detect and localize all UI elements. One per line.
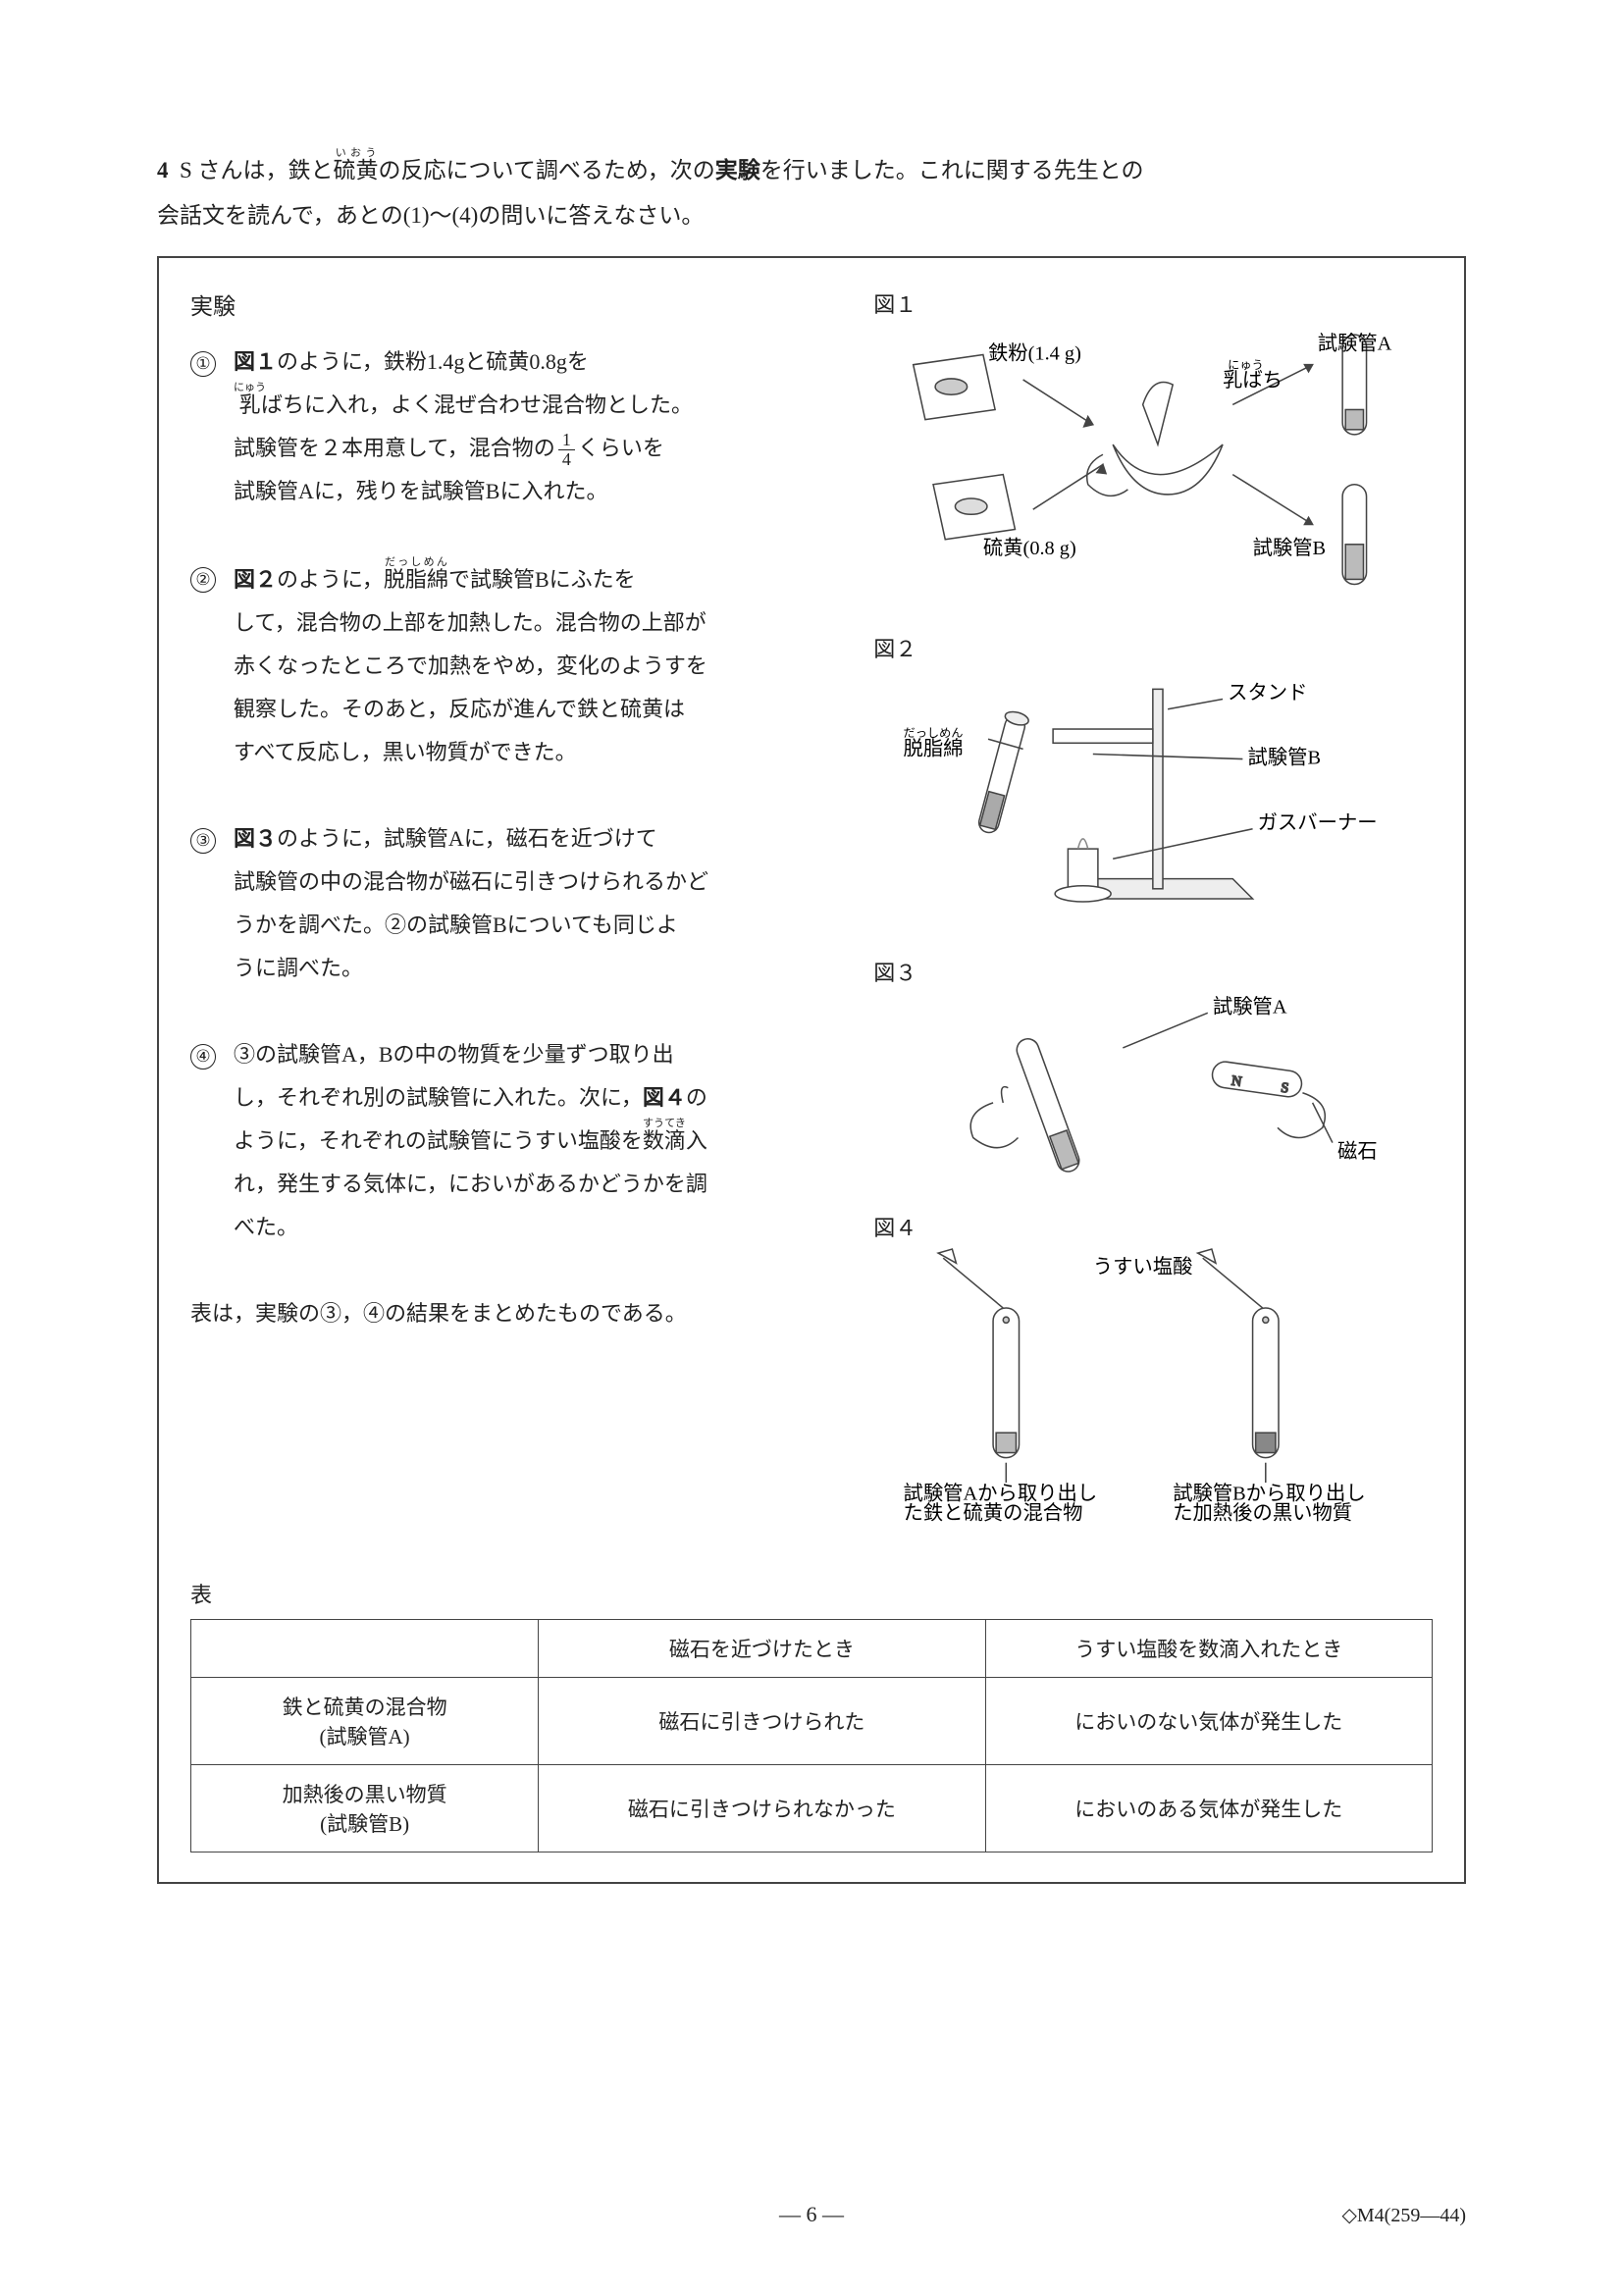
fig1-label: 図１ [873,287,1433,319]
figure-2: 図２ [873,632,1433,934]
step-3-body: 図３のように，試験管Aに，磁石を近づけて 試験管の中の混合物が磁石に引きつけられ… [230,817,856,990]
fig4-capB-l1: 試験管Bから取り出し [1173,1482,1366,1504]
fig4-capA-l1: 試験管Aから取り出し [904,1482,1098,1504]
figure-4: 図４ [873,1211,1433,1534]
fig4-svg: うすい塩酸 試験管Aから取り出し た鉄と硫黄の混合物 試験管Bから取り出し た加… [873,1248,1433,1528]
intro-line-2: 会話文を読んで，あとの(1)〜(4)の問いに答えなさい。 [157,203,704,228]
fig1-iron: 鉄粉(1.4 g) [988,342,1081,365]
problem-intro: 4 S さんは，鉄と硫黄いおうの反応について調べるため，次の実験を行いました。こ… [157,147,1466,238]
fig3-svg: N S 試験管A 磁石 [873,993,1433,1182]
fig4-label: 図４ [873,1211,1433,1242]
row1-c2: においのない気体が発生した [985,1678,1432,1765]
footer-code: ◇M4(259—44) [1342,2203,1466,2227]
table-header-magnet: 磁石を近づけたとき [539,1620,985,1678]
row2-c2: においのある気体が発生した [985,1765,1432,1852]
step-num-2: ② [190,567,216,593]
table-label: 表 [190,1578,1433,1609]
step-1-body: 図１のように，鉄粉1.4gと硫黄0.8gを 乳にゅうばちに入れ，よく混ぜ合わせ混… [230,340,856,513]
step-num-3: ③ [190,828,216,854]
step-2-body: 図２のように，脱脂綿だっしめんで試験管Bにふたを して，混合物の上部を加熱した。… [230,556,856,774]
figure-1: 図１ [873,287,1433,610]
fig4-hcl: うすい塩酸 [1093,1255,1193,1278]
step-num-1: ① [190,351,216,377]
figure-3: 図３ N S [873,956,1433,1188]
fig2-stand: スタンド [1228,681,1307,704]
step-1: ① 図１のように，鉄粉1.4gと硫黄0.8gを 乳にゅうばちに入れ，よく混ぜ合わ… [190,340,856,513]
fig3-tubeA: 試験管A [1213,996,1287,1018]
row2-c1: 磁石に引きつけられなかった [539,1765,985,1852]
row1-c1: 磁石に引きつけられた [539,1678,985,1765]
question-number: 4 [157,158,169,183]
step-num-4: ④ [190,1044,216,1070]
fig2-burner: ガスバーナー [1258,811,1378,834]
table-row: 鉄と硫黄の混合物(試験管A) 磁石に引きつけられた においのない気体が発生した [191,1678,1433,1765]
fig2-cotton: 脱脂綿 [904,737,964,759]
fig1-mortar: 乳ばち [1223,369,1283,391]
table-header-row: 磁石を近づけたとき うすい塩酸を数滴入れたとき [191,1620,1433,1678]
step-4-body: ③の試験管A，Bの中の物質を少量ずつ取り出 し，それぞれ別の試験管に入れた。次に… [230,1033,856,1249]
experiment-title: 実験 [190,287,856,321]
table-header-hcl: うすい塩酸を数滴入れたとき [985,1620,1432,1678]
step-4: ④ ③の試験管A，Bの中の物質を少量ずつ取り出 し，それぞれ別の試験管に入れた。… [190,1033,856,1249]
fig1-svg: 鉄粉(1.4 g) にゅう 乳ばち 硫黄(0.8 g) 試験管A 試験管B [873,325,1433,604]
figures-column: 図１ [873,287,1433,1554]
fig1-tubeB: 試験管B [1253,537,1327,559]
left-column: 実験 ① 図１のように，鉄粉1.4gと硫黄0.8gを 乳にゅうばちに入れ，よく混… [190,287,873,1554]
table-header-blank [191,1620,539,1678]
experiment-box: 実験 ① 図１のように，鉄粉1.4gと硫黄0.8gを 乳にゅうばちに入れ，よく混… [157,256,1466,1884]
fig1-tubeA: 試験管A [1318,332,1392,354]
row1-label: 鉄と硫黄の混合物(試験管A) [191,1678,539,1765]
svg-text:N: N [1230,1073,1242,1090]
fig2-tubeB: 試験管B [1248,746,1322,768]
page: 4 S さんは，鉄と硫黄いおうの反応について調べるため，次の実験を行いました。こ… [0,0,1623,2296]
bold-jikken: 実験 [715,158,760,183]
fig2-svg: だっしめん 脱脂綿 スタンド 試験管B ガスバーナー [873,669,1433,928]
fig1-sulfur: 硫黄(0.8 g) [983,537,1076,559]
fig2-label: 図２ [873,632,1433,663]
fig3-label: 図３ [873,956,1433,987]
summary-line: 表は，実験の③，④の結果をまとめたものである。 [190,1292,856,1335]
step-3: ③ 図３のように，試験管Aに，磁石を近づけて 試験管の中の混合物が磁石に引きつけ… [190,817,856,990]
results-table: 磁石を近づけたとき うすい塩酸を数滴入れたとき 鉄と硫黄の混合物(試験管A) 磁… [190,1619,1433,1852]
fig4-capB-l2: た加熱後の黒い物質 [1173,1501,1352,1524]
fig3-magnet: 磁石 [1337,1140,1378,1163]
intro-line-1: S さんは，鉄と硫黄いおうの反応について調べるため，次の実験を行いました。これに… [180,158,1144,183]
fig4-capA-l2: た鉄と硫黄の混合物 [904,1501,1083,1524]
step-2: ② 図２のように，脱脂綿だっしめんで試験管Bにふたを して，混合物の上部を加熱し… [190,556,856,774]
table-row: 加熱後の黒い物質(試験管B) 磁石に引きつけられなかった においのある気体が発生… [191,1765,1433,1852]
row2-label: 加熱後の黒い物質(試験管B) [191,1765,539,1852]
